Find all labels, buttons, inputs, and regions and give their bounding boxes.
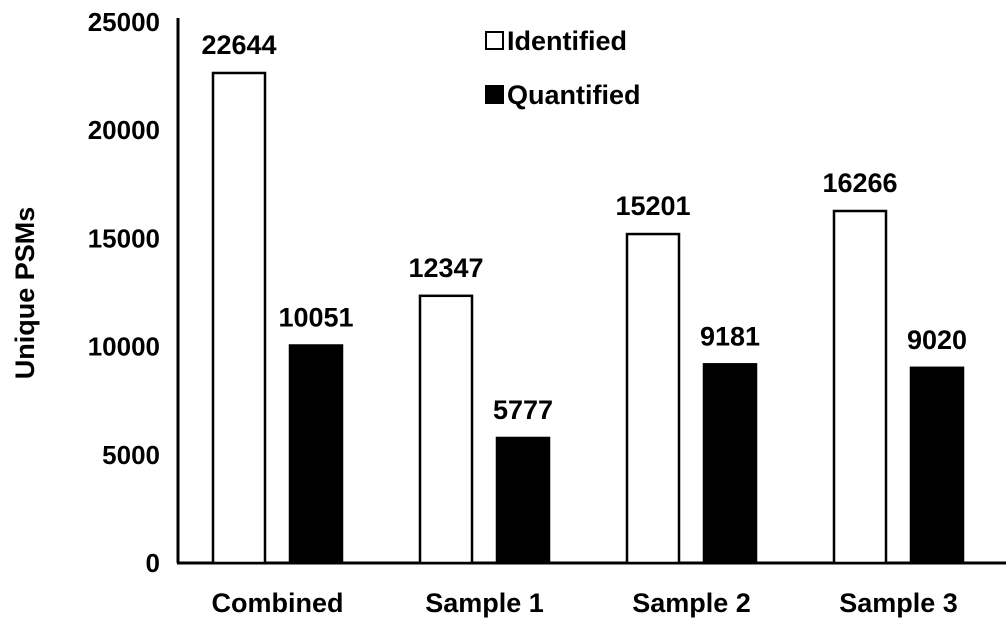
y-tick-label: 0	[146, 548, 160, 578]
bar-quantified-combined	[288, 344, 344, 565]
bar-quantified-sample-3	[909, 366, 965, 565]
x-tick-label-sample-3: Sample 3	[839, 588, 958, 618]
data-label-quantified-sample-2: 9181	[700, 321, 760, 351]
legend-swatch-quantified	[485, 85, 504, 104]
data-label-identified-sample-2: 15201	[615, 191, 690, 221]
x-tick-label-sample-1: Sample 1	[425, 588, 544, 618]
data-label-identified-sample-1: 12347	[408, 253, 483, 283]
y-axis-ticks: 0 5000 10000 15000 20000 25000	[88, 7, 160, 578]
y-tick-label: 5000	[102, 440, 160, 470]
y-tick-label: 20000	[88, 115, 160, 145]
data-label-quantified-sample-1: 5777	[493, 395, 553, 425]
y-tick-label: 10000	[88, 332, 160, 362]
x-tick-label-combined: Combined	[212, 588, 344, 618]
bar-identified-sample-3	[832, 209, 888, 565]
legend-label-identified: Identified	[507, 26, 627, 56]
data-label-quantified-sample-3: 9020	[907, 325, 967, 355]
bar-identified-combined	[211, 71, 267, 565]
data-labels: 22644 10051 12347 5777 15201 9181 16266 9020	[201, 30, 967, 425]
bar-quantified-sample-2	[702, 363, 758, 565]
x-axis-ticks: Combined Sample 1 Sample 2 Sample 3	[212, 588, 958, 618]
y-tick-label: 15000	[88, 223, 160, 253]
bar-identified-sample-1	[418, 294, 474, 565]
y-axis-label: Unique PSMs	[10, 207, 40, 380]
data-label-identified-combined: 22644	[201, 30, 276, 60]
legend: Identified Quantified	[485, 26, 641, 110]
y-tick-label: 25000	[88, 7, 160, 37]
bars	[211, 71, 965, 565]
bar-quantified-sample-1	[495, 436, 551, 565]
bar-identified-sample-2	[625, 232, 681, 565]
x-tick-label-sample-2: Sample 2	[632, 588, 751, 618]
legend-swatch-identified	[485, 31, 504, 50]
data-label-quantified-combined: 10051	[278, 302, 353, 332]
data-label-identified-sample-3: 16266	[822, 168, 897, 198]
legend-label-quantified: Quantified	[507, 80, 641, 110]
